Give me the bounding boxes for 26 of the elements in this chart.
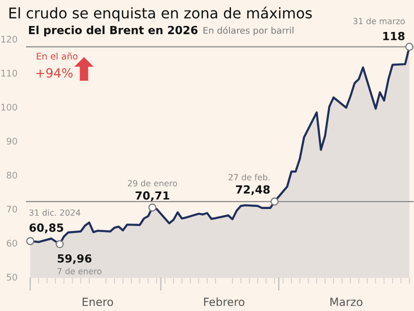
annotation: 60,85 (30, 223, 64, 234)
y-tick-label: 80 (6, 172, 18, 179)
annotation: 31 de marzo (353, 18, 405, 24)
x-tick-label: Marzo (330, 298, 362, 306)
annotation: 7 de enero (58, 268, 102, 274)
y-tick-label: 100 (1, 104, 18, 111)
annotation: 29 de enero (128, 180, 178, 186)
chart-subtitle: El precio del Brent en 2026 (29, 26, 198, 36)
y-tick-label: 50 (6, 274, 18, 281)
y-tick-label: 60 (6, 240, 18, 247)
annotation: 59,96 (58, 254, 92, 264)
annotation: 118 (383, 32, 405, 40)
annotation: 72,48 (236, 185, 270, 196)
y-axis-title: En dólares por barril (204, 26, 294, 36)
annotation: 31 dic. 2024 (29, 209, 80, 216)
x-tick-label: Enero (82, 298, 114, 306)
annotation: En el año (36, 52, 78, 60)
annotation: +94% (36, 68, 73, 78)
annotation: 27 de feb. (228, 174, 270, 180)
y-tick-label: 120 (1, 36, 18, 43)
y-tick-label: 70 (6, 206, 18, 213)
y-tick-label: 90 (6, 138, 18, 145)
annotation: 70,71 (136, 191, 170, 202)
y-tick-label: 110 (1, 70, 18, 77)
chart-title: El crudo se enquista en zona de máximos (9, 6, 312, 22)
x-tick-label: Febrero (204, 297, 244, 306)
